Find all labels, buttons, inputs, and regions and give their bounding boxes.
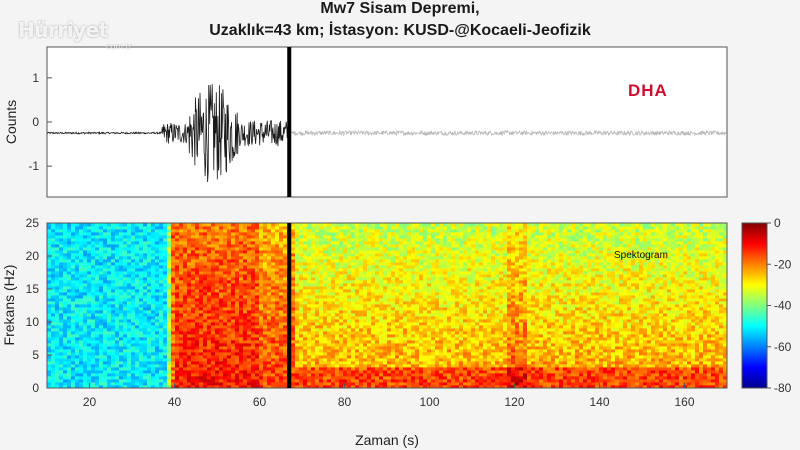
- colorbar-tick-label: 0: [774, 216, 781, 230]
- spectrogram-xtick-label: 160: [674, 395, 694, 409]
- waveform-panel: [46, 46, 728, 198]
- spectrogram-xtick-label: 40: [168, 395, 182, 409]
- hurriyet-watermark-domain: com.tr: [106, 42, 133, 51]
- spectrogram-xtick-label: 60: [253, 395, 267, 409]
- spectrogram-xtick-label: 140: [589, 395, 609, 409]
- spectrogram-ylabel: Frekans (Hz): [1, 265, 17, 346]
- spectrogram-ytick-label: 20: [26, 249, 40, 263]
- spectrogram-xtick-label: 80: [338, 395, 352, 409]
- colorbar-tick-label: -20: [774, 257, 792, 271]
- spectrogram-xtick-label: 100: [419, 395, 439, 409]
- waveform-coda: [289, 129, 727, 137]
- waveform-signal: [47, 84, 290, 183]
- chart-subtitle: Uzaklık=43 km; İstasyon: KUSD-@Kocaeli-J…: [209, 22, 591, 39]
- spectrogram-heatmap: [47, 223, 728, 389]
- colorbar-tick-label: -80: [774, 381, 792, 395]
- waveform-ytick-label: 0: [32, 115, 39, 129]
- spectrogram-ytick-label: 25: [26, 216, 40, 230]
- spectrogram-xlabel: Zaman (s): [355, 432, 419, 448]
- colorbar: [741, 222, 768, 389]
- colorbar-tick-label: -60: [774, 340, 792, 354]
- dha-logo: DHA: [628, 81, 668, 100]
- hurriyet-watermark: Hürriyet: [18, 18, 108, 42]
- spectrogram-label: Spektogram: [614, 250, 668, 261]
- colorbar-tick-label: -40: [774, 299, 792, 313]
- spectrogram-xtick-label: 120: [504, 395, 524, 409]
- spectrogram-ytick-label: 10: [26, 315, 40, 329]
- waveform-ytick-label: 1: [32, 71, 39, 85]
- chart-title: Mw7 Sisam Depremi,: [320, 0, 480, 17]
- spectrogram-ytick-label: 0: [32, 381, 39, 395]
- spectrogram-ytick-label: 15: [26, 282, 40, 296]
- waveform-ylabel: Counts: [3, 100, 19, 144]
- spectrogram-frame: [46, 222, 728, 389]
- spectrogram-ytick-label: 5: [32, 348, 39, 362]
- spectrogram-xtick-label: 20: [83, 395, 97, 409]
- waveform-ytick-label: -1: [28, 159, 39, 173]
- waveform-trace: [47, 84, 727, 183]
